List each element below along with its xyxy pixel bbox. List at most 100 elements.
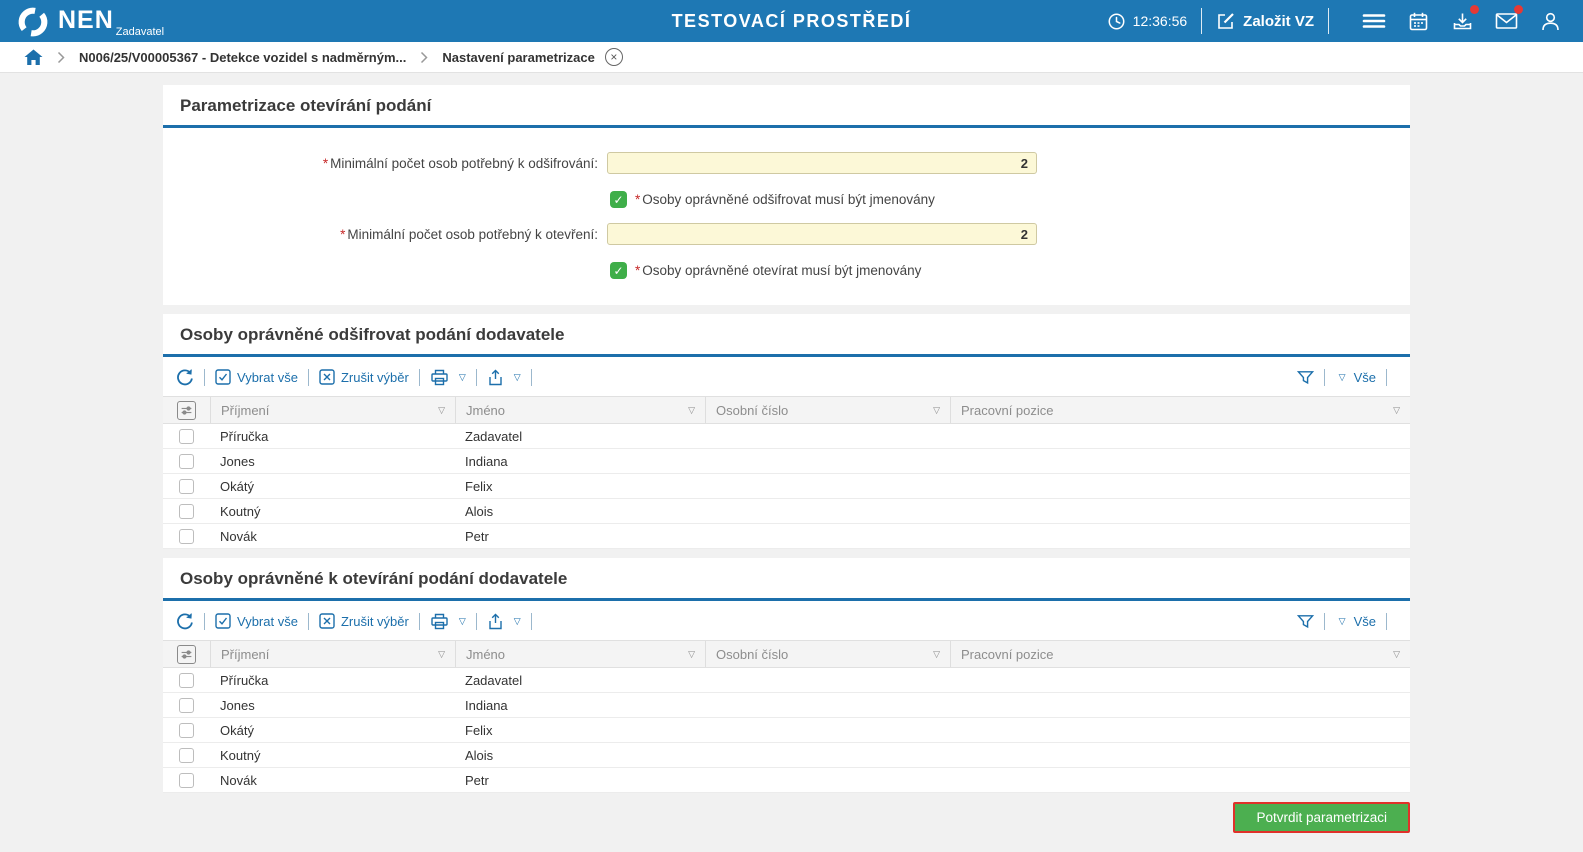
column-header-osobni-cislo[interactable]: Osobní číslo▽ — [705, 397, 950, 423]
table-row[interactable]: Okátý Felix — [163, 474, 1410, 499]
user-icon[interactable] — [1537, 8, 1563, 34]
column-filter-icon[interactable]: ▽ — [682, 405, 695, 416]
toolbar-divider — [204, 613, 205, 630]
table-row[interactable]: Novák Petr — [163, 768, 1410, 793]
column-header-jmeno[interactable]: Jméno▽ — [455, 397, 705, 423]
clock-time: 12:36:56 — [1133, 13, 1188, 29]
column-header-pracovni-pozice[interactable]: Pracovní pozice▽ — [950, 641, 1410, 667]
decrypt-named-checkbox[interactable]: ✓ — [610, 191, 627, 208]
breadcrumb-item-procurement[interactable]: N006/25/V00005367 - Detekce vozidel s na… — [79, 50, 406, 65]
column-settings-icon — [177, 645, 196, 664]
form-row-open-named: ✓ *Osoby oprávněné otevírat musí být jme… — [610, 262, 1410, 279]
select-all-button[interactable]: Vybrat vše — [215, 369, 298, 385]
breadcrumb-chevron-icon — [420, 51, 428, 64]
create-vz-button[interactable]: Založit VZ — [1216, 11, 1314, 31]
open-named-label: *Osoby oprávněné otevírat musí být jmeno… — [635, 263, 921, 278]
filter-all-dropdown[interactable]: ▽ Vše — [1335, 614, 1376, 629]
required-asterisk: * — [340, 227, 345, 242]
row-checkbox[interactable] — [179, 698, 194, 713]
calendar-icon[interactable] — [1405, 8, 1431, 34]
clear-selection-button[interactable]: Zrušit výběr — [319, 613, 409, 629]
table-row[interactable]: Novák Petr — [163, 524, 1410, 549]
table-toolbar: Vybrat vše Zrušit výběr ▽ — [163, 357, 1410, 396]
filter-icon[interactable] — [1297, 614, 1314, 629]
table-row[interactable]: Příručka Zadavatel — [163, 424, 1410, 449]
home-icon[interactable] — [24, 49, 43, 66]
decrypt-count-input[interactable] — [607, 152, 1037, 174]
select-all-button[interactable]: Vybrat vše — [215, 613, 298, 629]
table-row[interactable]: Koutný Alois — [163, 499, 1410, 524]
toolbar-divider — [531, 369, 532, 386]
row-checkbox[interactable] — [179, 748, 194, 763]
row-checkbox[interactable] — [179, 504, 194, 519]
menu-icon[interactable] — [1361, 8, 1387, 34]
toolbar-divider — [1386, 369, 1387, 386]
column-header-jmeno[interactable]: Jméno▽ — [455, 641, 705, 667]
row-checkbox[interactable] — [179, 773, 194, 788]
row-checkbox[interactable] — [179, 723, 194, 738]
column-filter-icon[interactable]: ▽ — [1387, 649, 1400, 660]
column-settings-icon — [177, 401, 196, 420]
row-checkbox[interactable] — [179, 454, 194, 469]
clear-selection-button[interactable]: Zrušit výběr — [319, 369, 409, 385]
logo-subtitle: Zadavatel — [116, 26, 164, 38]
column-filter-icon[interactable]: ▽ — [682, 649, 695, 660]
mail-icon[interactable] — [1493, 8, 1519, 34]
toolbar-divider — [204, 369, 205, 386]
row-checkbox[interactable] — [179, 529, 194, 544]
table-row[interactable]: Koutný Alois — [163, 743, 1410, 768]
mail-badge — [1514, 5, 1523, 14]
print-button[interactable]: ▽ — [430, 369, 466, 386]
confirm-parametrization-button[interactable]: Potvrdit parametrizaci — [1233, 802, 1410, 833]
column-settings-button[interactable] — [163, 641, 210, 667]
column-settings-button[interactable] — [163, 397, 210, 423]
toolbar-divider — [1324, 369, 1325, 386]
column-header-prijmeni[interactable]: Příjmení▽ — [210, 641, 455, 667]
filter-icon[interactable] — [1297, 370, 1314, 385]
nen-logo[interactable]: NEN Zadavatel — [0, 3, 164, 39]
table-row[interactable]: Příručka Zadavatel — [163, 668, 1410, 693]
footer-actions: Potvrdit parametrizaci — [0, 802, 1410, 833]
table-row[interactable]: Jones Indiana — [163, 449, 1410, 474]
row-checkbox[interactable] — [179, 673, 194, 688]
downloads-icon[interactable] — [1449, 8, 1475, 34]
open-count-label: *Minimální počet osob potřebný k otevřen… — [163, 227, 607, 242]
column-header-osobni-cislo[interactable]: Osobní číslo▽ — [705, 641, 950, 667]
column-filter-icon[interactable]: ▽ — [927, 405, 940, 416]
export-button[interactable]: ▽ — [487, 369, 521, 386]
refresh-button[interactable] — [176, 368, 194, 386]
table-toolbar: Vybrat vše Zrušit výběr ▽ — [163, 601, 1410, 640]
column-filter-icon[interactable]: ▽ — [432, 405, 445, 416]
column-header-prijmeni[interactable]: Příjmení▽ — [210, 397, 455, 423]
toolbar-divider — [419, 369, 420, 386]
toolbar-divider — [1324, 613, 1325, 630]
breadcrumb: N006/25/V00005367 - Detekce vozidel s na… — [0, 42, 1583, 73]
column-filter-icon[interactable]: ▽ — [1387, 405, 1400, 416]
open-named-checkbox[interactable]: ✓ — [610, 262, 627, 279]
edit-icon — [1216, 11, 1236, 31]
column-filter-icon[interactable]: ▽ — [927, 649, 940, 660]
app-header: NEN Zadavatel TESTOVACÍ PROSTŘEDÍ 12:36:… — [0, 0, 1583, 42]
column-header-pracovni-pozice[interactable]: Pracovní pozice▽ — [950, 397, 1410, 423]
close-tab-icon[interactable]: × — [605, 48, 623, 66]
toolbar-divider — [531, 613, 532, 630]
print-button[interactable]: ▽ — [430, 613, 466, 630]
parametrization-card: Parametrizace otevírání podání *Minimáln… — [163, 85, 1410, 305]
row-checkbox[interactable] — [179, 429, 194, 444]
required-asterisk: * — [323, 156, 328, 171]
clock-icon — [1107, 12, 1126, 31]
export-button[interactable]: ▽ — [487, 613, 521, 630]
toolbar-divider — [419, 613, 420, 630]
table-row[interactable]: Jones Indiana — [163, 693, 1410, 718]
form-row-open-count: *Minimální počet osob potřebný k otevřen… — [163, 223, 1410, 245]
session-clock: 12:36:56 — [1107, 12, 1188, 31]
decrypt-named-label: *Osoby oprávněné odšifrovat musí být jme… — [635, 192, 935, 207]
breadcrumb-item-current[interactable]: Nastavení parametrizace — [442, 50, 594, 65]
decrypt-persons-card: Osoby oprávněné odšifrovat podání dodava… — [163, 314, 1410, 549]
open-count-input[interactable] — [607, 223, 1037, 245]
row-checkbox[interactable] — [179, 479, 194, 494]
refresh-button[interactable] — [176, 612, 194, 630]
column-filter-icon[interactable]: ▽ — [432, 649, 445, 660]
table-row[interactable]: Okátý Felix — [163, 718, 1410, 743]
filter-all-dropdown[interactable]: ▽ Vše — [1335, 370, 1376, 385]
